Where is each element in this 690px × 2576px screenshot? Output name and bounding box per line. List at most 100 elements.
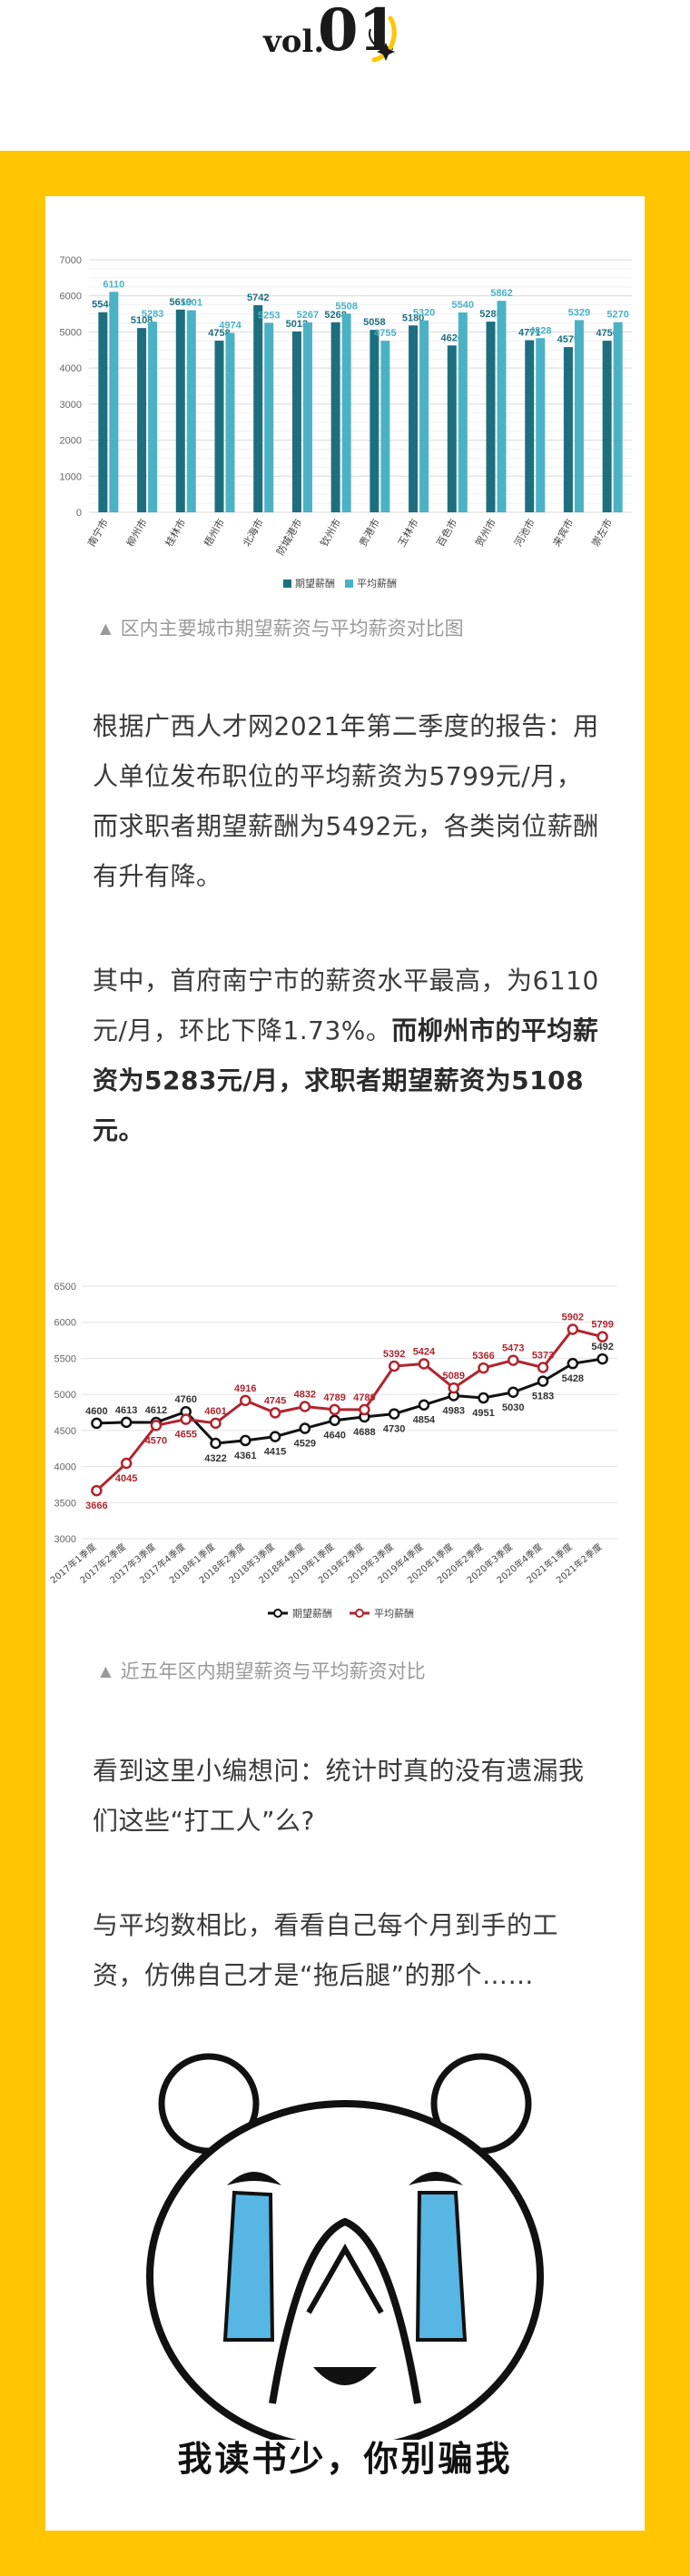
y-tick-label: 5000 (60, 327, 82, 338)
line-data-label: 4045 (115, 1473, 137, 1484)
bar-data-label: 5268 (324, 310, 346, 321)
y-tick-label: 5500 (54, 1353, 76, 1364)
bar (370, 330, 380, 512)
bar (186, 310, 196, 512)
x-tick-label: 南宁市 (84, 517, 111, 550)
city-salary-bar-chart: 0 1000 2000 3000 4000 5000 6000 7000 5546 6110 南宁市… (45, 223, 645, 614)
bar-data-label: 5619 (170, 297, 192, 308)
line-point (388, 1360, 400, 1372)
y-tick-label: 6000 (60, 292, 82, 302)
bar-data-label: 5013 (286, 319, 308, 330)
bar-data-label: 5058 (363, 317, 385, 328)
paragraph-4: 与平均数相比，看看自己每个月到手的工资，仿佛自己才是“拖后腿”的那个…… (93, 1910, 559, 1990)
x-tick-label: 梧州市 (201, 517, 227, 550)
line-data-label: 4322 (204, 1453, 226, 1464)
bar-data-label: 4579 (557, 334, 579, 345)
line-data-label: 4361 (234, 1451, 256, 1461)
legend-marker (355, 1609, 364, 1618)
legend-marker (273, 1609, 282, 1618)
x-tick-label: 来宾市 (550, 517, 577, 550)
line-point (210, 1417, 222, 1430)
legend-label: 平均薪酬 (357, 578, 397, 590)
bar (137, 328, 147, 512)
y-tick-label: 5000 (54, 1390, 76, 1401)
bar (409, 325, 419, 512)
bar-data-label: 5742 (247, 292, 269, 303)
line-data-label: 4730 (383, 1424, 405, 1435)
y-tick-label: 3500 (54, 1498, 76, 1509)
line-point (567, 1357, 579, 1370)
trend-line-chart: 3000 3500 4000 4500 5000 5500 6000 6500 4600 4613… (45, 1250, 645, 1640)
y-tick-label: 1000 (60, 471, 82, 482)
line-point (329, 1414, 340, 1426)
line-point (418, 1358, 430, 1370)
line-point (120, 1416, 133, 1429)
bar (497, 301, 507, 512)
y-tick-label: 4000 (60, 363, 82, 374)
y-tick-label: 4000 (54, 1462, 76, 1473)
line-point (567, 1323, 579, 1335)
line-point (150, 1420, 163, 1432)
line-data-label: 4854 (413, 1415, 436, 1426)
line-data-label: 4688 (353, 1427, 375, 1438)
x-tick-label: 百色市 (434, 517, 460, 550)
bar (341, 313, 351, 512)
crying-bear-meme: 我读书少，你别骗我 (118, 2040, 572, 2512)
bar (264, 322, 274, 512)
line-data-label: 4760 (174, 1394, 196, 1405)
bar-data-label: 5267 (297, 310, 319, 321)
bar-data-label: 6110 (103, 279, 124, 290)
bar-data-label: 5329 (568, 307, 590, 318)
bar (447, 345, 457, 512)
y-tick-label: 2000 (60, 436, 82, 447)
bar (563, 347, 573, 512)
paragraph-2: 其中，首府南宁市的薪资水平最高，为6110元/月，环比下降1.73%。而柳州市的… (93, 956, 601, 1155)
line-point (180, 1413, 192, 1425)
line-data-label: 4600 (85, 1406, 107, 1417)
bar-data-label: 5862 (490, 288, 512, 299)
legend-swatch (345, 580, 353, 588)
x-tick-label: 北海市 (240, 517, 266, 550)
chart1-caption: ▲ 区内主要城市期望薪资与平均薪资对比图 (96, 619, 464, 639)
line-point (269, 1407, 281, 1419)
line-point (478, 1362, 489, 1374)
line-point (596, 1352, 608, 1365)
x-tick-label: 防城港市 (273, 517, 304, 558)
bar (330, 322, 340, 512)
bar-data-label: 5320 (413, 308, 435, 319)
bar-data-label: 5270 (606, 310, 628, 321)
bar (486, 322, 496, 512)
bar-data-label: 4828 (529, 325, 551, 336)
bar-data-label: 5285 (479, 309, 501, 320)
bar (253, 304, 263, 512)
line-data-label: 4570 (145, 1435, 167, 1446)
line-data-label: 4415 (264, 1447, 286, 1458)
line-point (269, 1431, 281, 1442)
line-point (448, 1382, 459, 1394)
x-tick-label: 玉林市 (395, 517, 421, 550)
x-tick-label: 贵港市 (356, 517, 382, 550)
bar (419, 320, 429, 512)
x-tick-label: 河池市 (511, 517, 537, 550)
paragraph-1: 根据广西人才网2021年第二季度的报告：用人单位发布职位的平均薪资为5799元/… (93, 711, 599, 891)
line-point (537, 1375, 549, 1387)
bar (98, 312, 108, 512)
bar-data-label: 4626 (441, 332, 463, 343)
legend-swatch (283, 580, 291, 588)
line-point (537, 1362, 549, 1373)
bar (380, 341, 390, 512)
line-data-label: 5424 (413, 1346, 436, 1357)
line-data-label: 5473 (502, 1343, 524, 1354)
legend-label: 期望薪酬 (292, 1608, 332, 1620)
y-tick-label: 6500 (54, 1282, 76, 1293)
line-data-label: 5373 (532, 1351, 554, 1362)
x-tick-label: 柳州市 (123, 517, 150, 550)
line-data-label: 4612 (145, 1405, 167, 1416)
bar-data-label: 5180 (402, 312, 424, 323)
x-tick-label: 桂林市 (163, 517, 189, 550)
line-data-label: 5492 (591, 1342, 613, 1352)
line-point (299, 1422, 311, 1434)
bar-data-label: 5283 (142, 309, 163, 320)
header: vol. 01 (0, 0, 690, 151)
bar-data-label: 4758 (208, 328, 230, 339)
